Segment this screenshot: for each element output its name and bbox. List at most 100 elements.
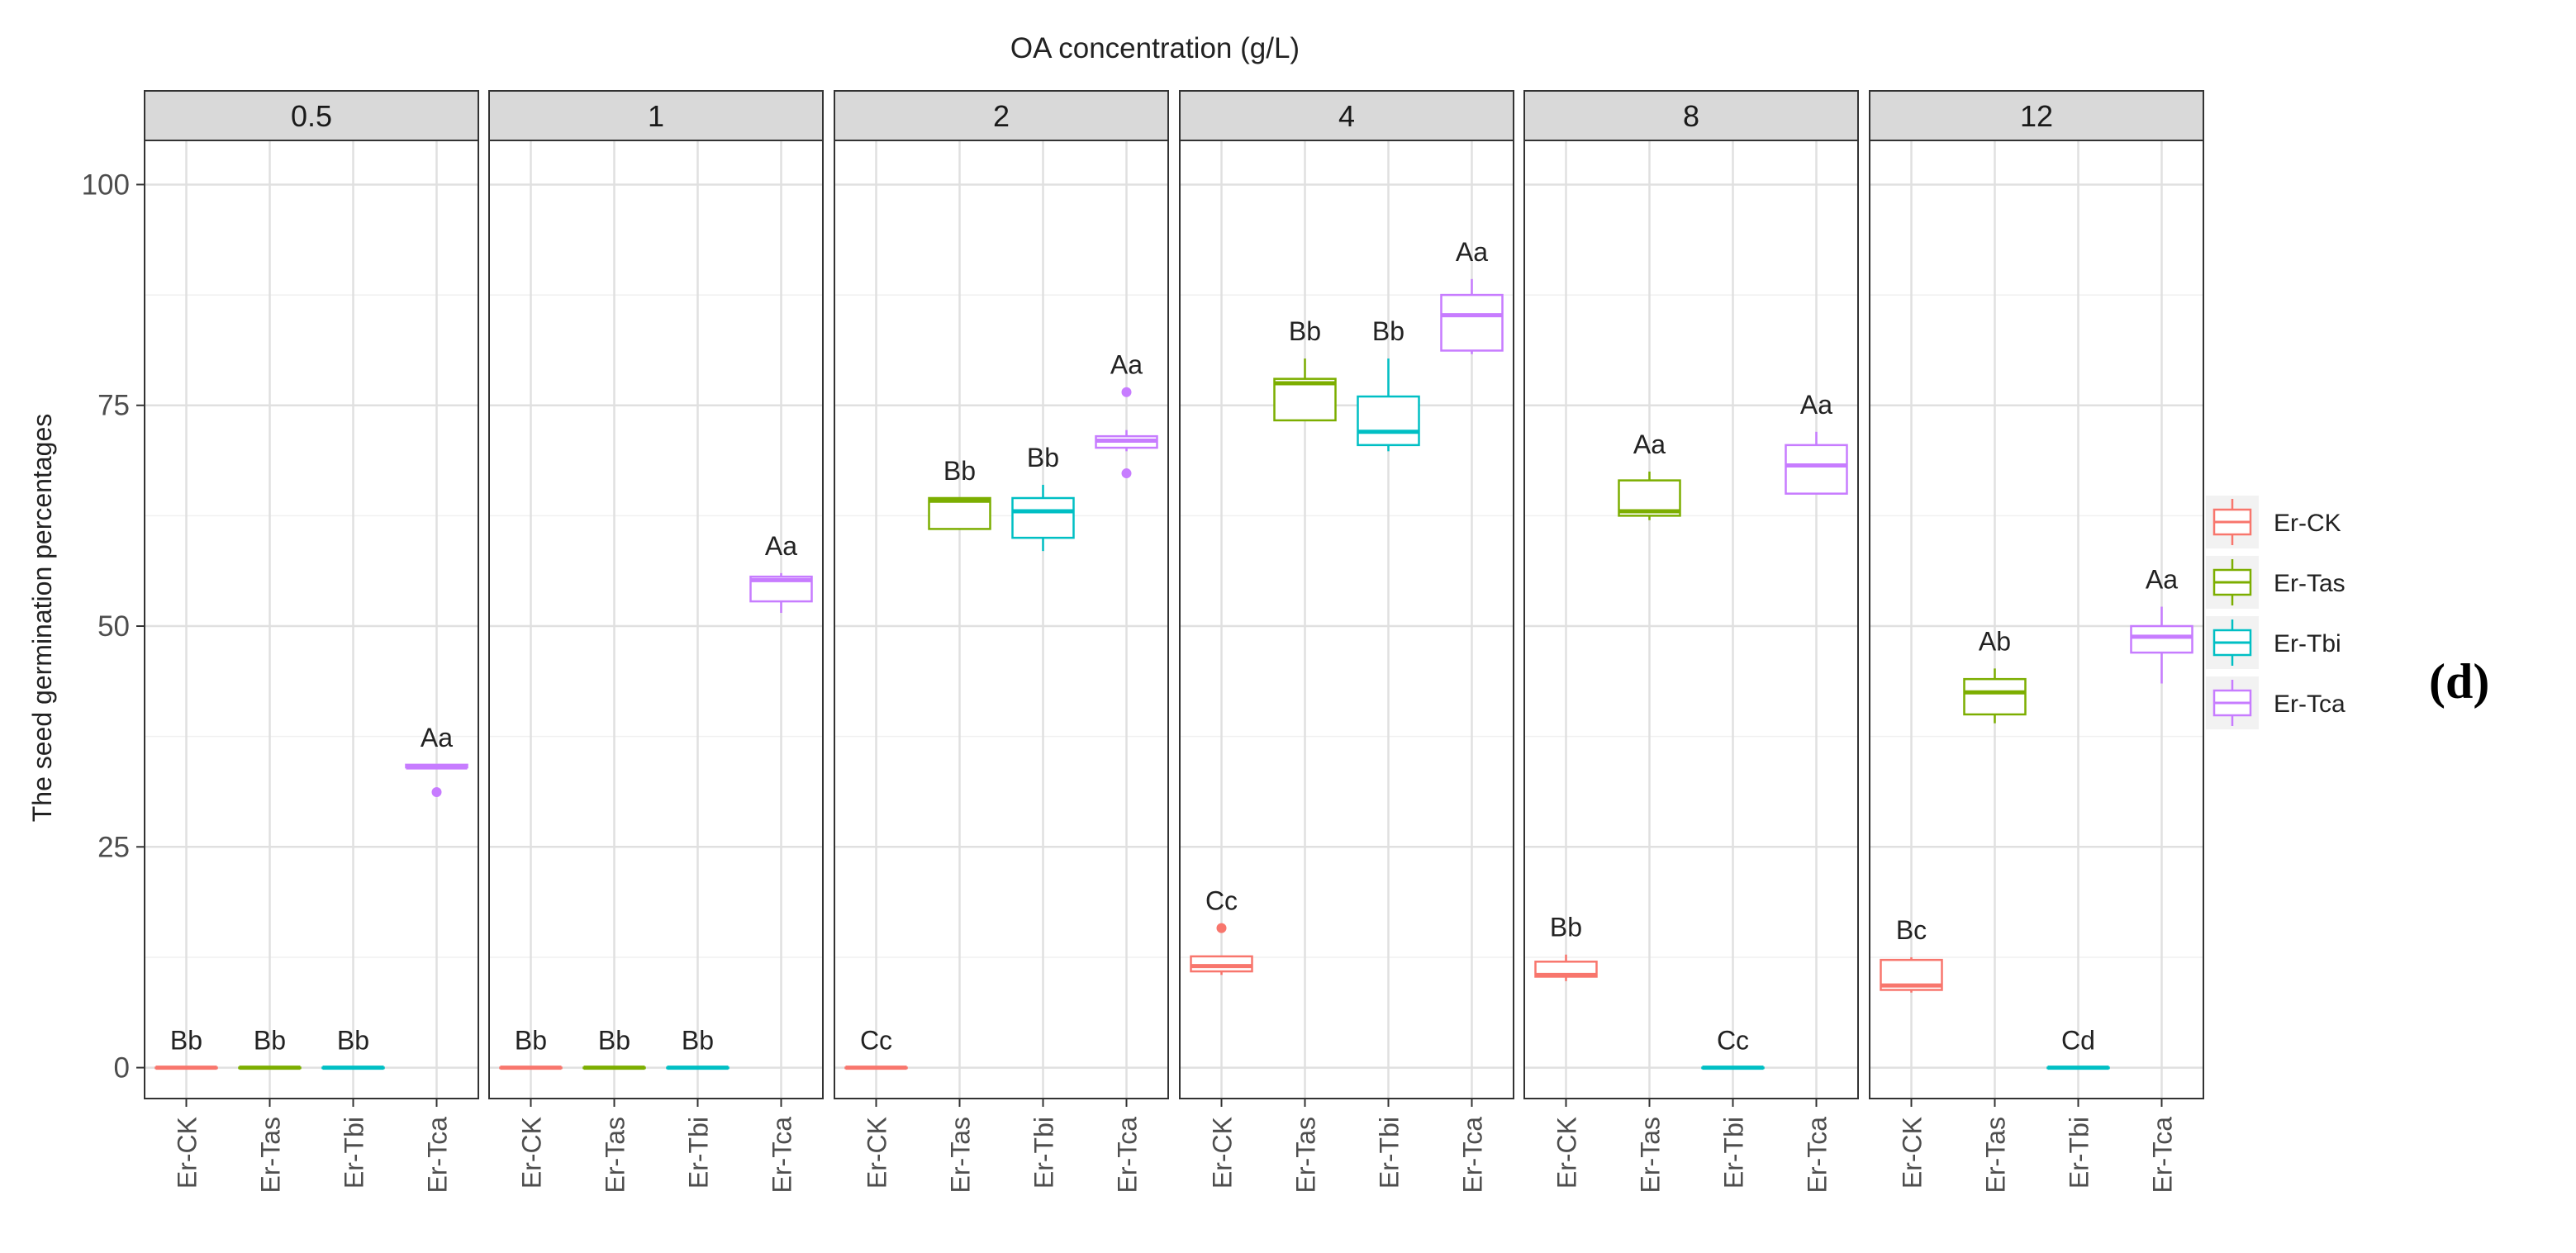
y-axis: 0 25 50 75 100 — [82, 168, 145, 1085]
x-tick-label: Er-Tca — [2148, 1117, 2178, 1194]
facet-panels: 0.5 Bb Er-CK Bb Er-Tas Bb Er-Tbi Aa Er-Tca 1 Bb Er-… — [144, 90, 2204, 1194]
significance-letter: Aa — [1800, 390, 1832, 420]
panel-background — [145, 140, 478, 1099]
panel-border — [1179, 140, 1514, 1099]
boxplot-er-tbi: Cc — [1701, 1026, 1765, 1070]
x-tick-label: Er-Tas — [1636, 1117, 1666, 1193]
significance-letter: Bb — [1027, 443, 1059, 472]
outlier-point — [1121, 387, 1132, 397]
x-tick-label: Er-Tbi — [1719, 1117, 1749, 1189]
significance-letter: Cc — [860, 1026, 892, 1056]
facet-strip — [1523, 90, 1859, 141]
significance-letter: Aa — [1456, 237, 1488, 267]
box-iqr — [1785, 444, 1848, 495]
boxplot-er-tca: Aa — [405, 723, 468, 798]
facet-strip-label: 4 — [1338, 99, 1355, 133]
boxplot-er-tbi: Bb — [1357, 316, 1420, 452]
x-tick-label: Er-Tas — [946, 1117, 976, 1193]
facet-panel: 2 Cc Er-CK Bb Er-Tas Bb Er-Tbi Aa Er-Tca — [834, 90, 1169, 1194]
legend: Er-CK Er-Tas Er-Tbi Er-Tca — [2206, 496, 2345, 729]
legend-label: Er-CK — [2274, 510, 2341, 537]
boxplot-er-tca: Aa — [1095, 350, 1158, 479]
legend-item-er-ck: Er-CK — [2206, 496, 2341, 548]
panel-background — [1180, 140, 1514, 1099]
facet-strip-label: 0.5 — [291, 99, 332, 133]
significance-letter: Bb — [943, 456, 976, 486]
outlier-point — [431, 787, 442, 798]
significance-letter: Bb — [337, 1026, 369, 1056]
facet-strip — [144, 90, 479, 141]
panel-border — [834, 140, 1169, 1099]
x-tick-label: Er-Tas — [601, 1117, 630, 1193]
y-tick-label: 75 — [97, 390, 130, 422]
chart-title: OA concentration (g/L) — [1010, 32, 1300, 64]
box-iqr — [1190, 955, 1253, 973]
significance-letter: Cd — [2061, 1026, 2095, 1056]
boxplot-er-ck: Bc — [1880, 915, 1943, 993]
x-tick-label: Er-Tca — [1113, 1117, 1143, 1194]
x-tick-label: Er-Tbi — [1029, 1117, 1059, 1189]
facet-strip-label: 12 — [2020, 99, 2053, 133]
x-tick-label: Er-Tbi — [684, 1117, 714, 1189]
facet-strip — [1179, 90, 1514, 141]
y-tick-label: 50 — [97, 610, 130, 643]
outlier-point — [1121, 468, 1132, 479]
boxplot-er-ck: Bb — [499, 1026, 563, 1070]
panel-background — [834, 140, 1168, 1099]
x-tick-label: Er-Tca — [768, 1117, 797, 1194]
boxplot-er-ck: Cc — [844, 1026, 908, 1070]
x-tick-label: Er-CK — [1208, 1117, 1238, 1189]
x-tick-label: Er-Tca — [423, 1117, 453, 1194]
facet-strip-label: 1 — [648, 99, 664, 133]
panel-background — [1524, 140, 1858, 1099]
boxplot-er-tbi: Bb — [666, 1026, 730, 1070]
facet-strip-label: 2 — [993, 99, 1010, 133]
x-tick-label: Er-Tas — [1981, 1117, 2011, 1193]
box-iqr — [2130, 624, 2193, 654]
significance-letter: Bb — [1289, 316, 1321, 346]
boxplot-er-tas: Aa — [1618, 430, 1681, 520]
significance-letter: Cc — [1717, 1026, 1749, 1056]
x-tick-label: Er-CK — [863, 1117, 892, 1189]
box-iqr — [1273, 377, 1337, 422]
significance-letter: Aa — [1110, 350, 1143, 380]
y-tick-label: 25 — [97, 831, 130, 863]
facet-panel: 4 Cc Er-CK Bb Er-Tas Bb Er-Tbi Aa Er-Tca — [1179, 90, 1514, 1193]
boxplot-er-tbi: Bb — [321, 1026, 385, 1070]
boxplot-er-tca: Aa — [1785, 390, 1848, 495]
boxplot-er-tas: Bb — [582, 1026, 646, 1070]
panel-label: (d) — [2429, 654, 2489, 709]
significance-letter: Bb — [682, 1026, 714, 1056]
box-iqr — [1357, 395, 1420, 447]
significance-letter: Cc — [1205, 886, 1238, 916]
significance-letter: Bb — [1550, 913, 1582, 942]
boxplot-er-ck: Bb — [154, 1026, 218, 1070]
box-iqr — [1963, 677, 2027, 716]
significance-letter: Bb — [254, 1026, 286, 1056]
significance-letter: Bb — [515, 1026, 547, 1056]
panel-border — [144, 140, 479, 1099]
x-tick-label: Er-Tbi — [340, 1117, 369, 1189]
boxplot-er-tbi: Cd — [2046, 1026, 2110, 1070]
x-tick-label: Er-Tas — [256, 1117, 286, 1193]
panel-border — [1523, 140, 1859, 1099]
outlier-point — [1216, 923, 1227, 933]
significance-letter: Bb — [170, 1026, 202, 1056]
legend-label: Er-Tas — [2274, 570, 2345, 597]
facet-strip-label: 8 — [1683, 99, 1699, 133]
legend-label: Er-Tbi — [2274, 630, 2341, 657]
box-iqr — [928, 496, 991, 530]
facet-strip — [1869, 90, 2204, 141]
x-tick-label: Er-CK — [517, 1117, 547, 1189]
panel-background — [1870, 140, 2203, 1099]
boxplot-er-tca: Aa — [749, 531, 813, 613]
panel-background — [489, 140, 823, 1099]
facet-panel: 1 Bb Er-CK Bb Er-Tas Bb Er-Tbi Aa Er-Tca — [488, 90, 824, 1194]
facet-strip — [834, 90, 1169, 141]
y-axis-label: The seed germination percentages — [27, 414, 57, 823]
y-tick-label: 100 — [82, 168, 130, 201]
panel-border — [488, 140, 824, 1099]
significance-letter: Bc — [1896, 915, 1927, 945]
boxplot-er-tas: Bb — [1273, 316, 1337, 422]
